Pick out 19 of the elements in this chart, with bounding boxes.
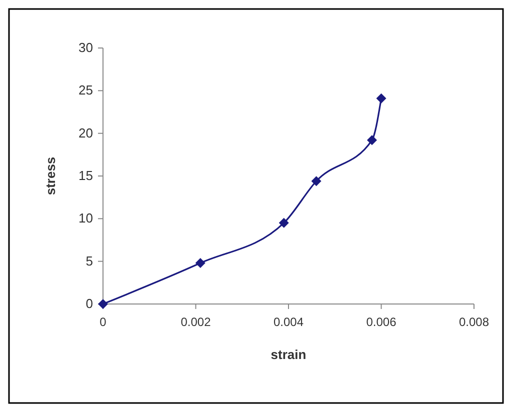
y-axis-title: stress [43, 156, 58, 196]
x-tick-label: 0.004 [273, 315, 304, 329]
x-axis-title: strain [270, 347, 306, 362]
x-tick-label: 0.006 [366, 315, 397, 329]
x-tick-label: 0 [100, 315, 107, 329]
point [366, 135, 377, 146]
y-tick-label: 5 [86, 253, 93, 268]
y-tick-label: 30 [78, 40, 93, 55]
point [195, 258, 206, 268]
y-tick-label: 0 [86, 296, 93, 311]
point [311, 176, 322, 186]
y-tick-label: 20 [78, 125, 93, 140]
point [376, 93, 386, 104]
x-tick-label: 0.002 [180, 315, 212, 329]
y-tick-label: 10 [78, 210, 93, 226]
point [278, 218, 289, 228]
y-tick-label: 15 [78, 168, 93, 183]
x-tick-label: 0.008 [458, 315, 490, 329]
y-tick-label: 25 [78, 82, 93, 98]
